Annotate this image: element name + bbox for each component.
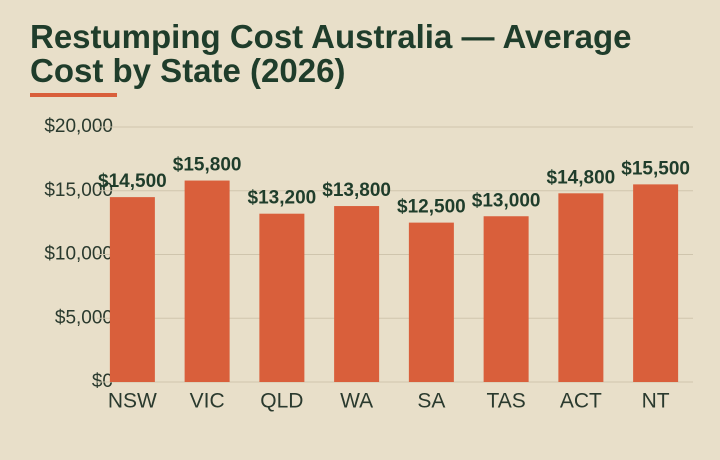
value-label: $13,800 [322, 180, 391, 201]
bar [259, 213, 305, 382]
bar [109, 197, 155, 382]
value-label: $14,800 [547, 167, 616, 188]
bar [558, 193, 604, 382]
bar [334, 206, 380, 382]
value-label: $14,500 [98, 171, 167, 192]
chart-title: Restumping Cost Australia — Average Cost… [30, 18, 632, 89]
title-underline [30, 93, 117, 97]
bar [633, 184, 679, 382]
value-label: $13,200 [248, 188, 317, 209]
bar [408, 222, 454, 382]
x-tick-label: WA [340, 390, 373, 413]
x-tick-label: VIC [190, 390, 225, 413]
value-label: $15,800 [173, 155, 242, 176]
bar [184, 180, 230, 382]
y-tick-label: $20,000 [44, 116, 113, 137]
x-tick-label: SA [417, 390, 445, 413]
value-label: $12,500 [397, 197, 466, 218]
x-tick-label: ACT [560, 390, 602, 413]
x-tick-label: QLD [260, 390, 303, 413]
y-tick-label: $5,000 [55, 307, 113, 328]
bar [483, 216, 529, 382]
x-tick-label: NT [642, 390, 670, 413]
y-tick-label: $10,000 [44, 244, 113, 265]
x-tick-label: NSW [108, 390, 157, 413]
value-label: $13,000 [472, 190, 541, 211]
y-tick-label: $15,000 [44, 180, 113, 201]
x-tick-label: TAS [486, 390, 525, 413]
value-label: $15,500 [621, 158, 690, 179]
